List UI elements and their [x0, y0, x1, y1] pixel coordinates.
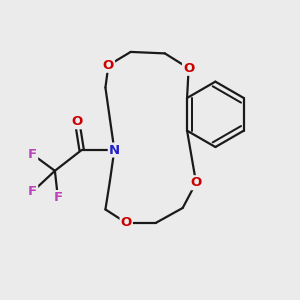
Text: N: N [109, 143, 120, 157]
Text: O: O [121, 216, 132, 229]
Text: O: O [103, 59, 114, 72]
Text: O: O [183, 62, 194, 75]
Text: F: F [28, 148, 37, 161]
Text: O: O [72, 115, 83, 128]
Text: F: F [28, 185, 37, 198]
Text: O: O [190, 176, 202, 189]
Text: F: F [53, 191, 62, 204]
